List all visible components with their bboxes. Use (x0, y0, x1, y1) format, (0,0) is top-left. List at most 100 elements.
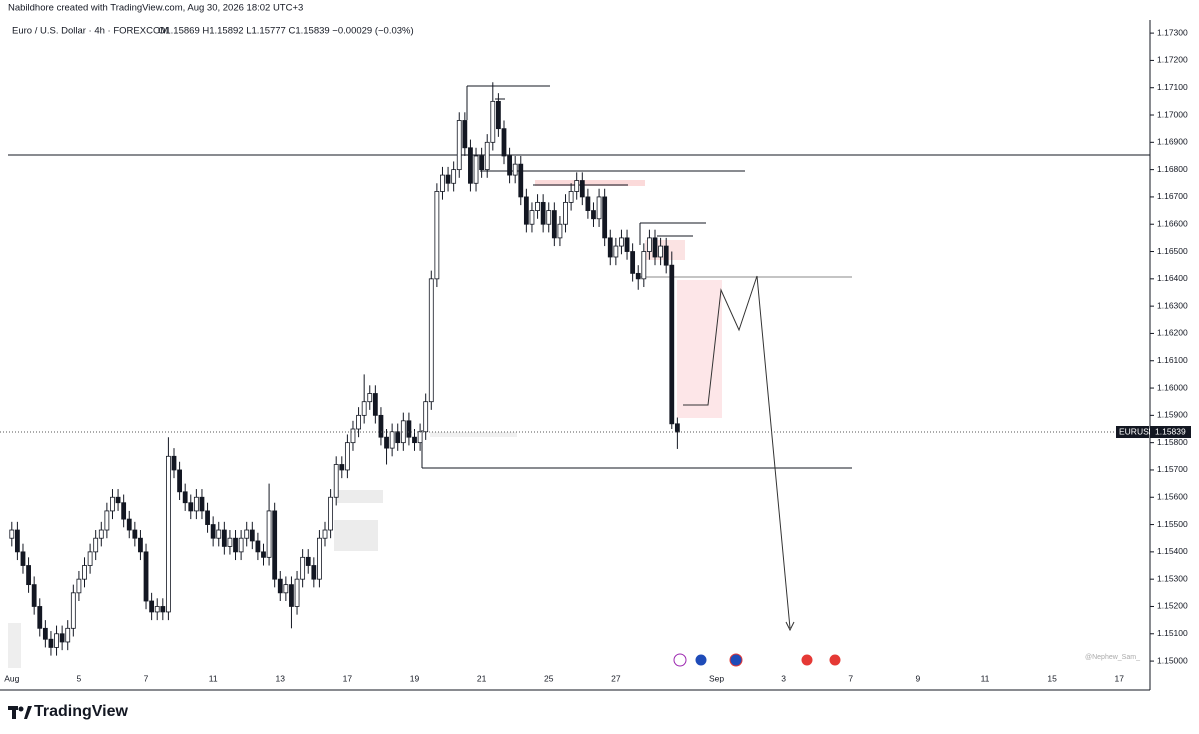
candle-body (546, 210, 552, 225)
candle-body (311, 565, 317, 580)
candle-body (518, 163, 524, 198)
candle-body (557, 223, 563, 239)
candle-body (171, 455, 177, 471)
candle-body (434, 191, 440, 280)
candle-body (26, 565, 31, 586)
candle-body (417, 431, 423, 444)
candle-body (384, 436, 389, 449)
candle-body (350, 428, 356, 444)
y-tick-label: 1.16400 (1157, 273, 1188, 283)
candle-body (48, 638, 54, 648)
candle-body (445, 174, 451, 184)
candle-body (339, 464, 345, 471)
candle-body (372, 393, 378, 416)
candle-body (579, 180, 585, 198)
candle-body (14, 529, 20, 553)
y-tick-label: 1.16600 (1157, 218, 1188, 228)
candle-body (490, 100, 496, 143)
candle-body (154, 606, 160, 613)
y-tick-label: 1.15900 (1157, 410, 1188, 420)
y-tick-label: 1.16000 (1157, 382, 1188, 392)
y-tick-label: 1.16200 (1157, 328, 1188, 338)
y-tick-label: 1.15000 (1157, 655, 1188, 665)
y-tick-label: 1.16100 (1157, 355, 1188, 365)
y-tick-label: 1.16300 (1157, 300, 1188, 310)
candle-body (87, 551, 93, 566)
candle-body (121, 502, 127, 520)
x-tick-label: 7 (144, 673, 149, 683)
candle-body (9, 529, 15, 539)
candle-body (82, 565, 87, 580)
x-tick-label: 11 (209, 673, 218, 683)
y-tick-label: 1.15600 (1157, 492, 1188, 502)
candle-body (551, 210, 557, 239)
ohlc-line: O1.15869 H1.15892 L1.15777 C1.15839 −0.0… (158, 26, 414, 37)
x-tick-label: 13 (276, 673, 286, 683)
candle-body (110, 496, 115, 512)
x-tick-label: 15 (1047, 673, 1057, 683)
y-tick-label: 1.15800 (1157, 437, 1188, 447)
symbol-tag (1116, 426, 1149, 439)
candle-body (361, 401, 367, 416)
candle-body (177, 469, 182, 493)
candle-body (227, 537, 233, 547)
x-tick-label: 21 (477, 673, 487, 683)
candle-body (501, 128, 507, 157)
candle-body (59, 633, 65, 643)
candle-body (356, 414, 361, 430)
brand-mark (8, 706, 32, 719)
candle-body (70, 592, 76, 629)
candle-body (674, 423, 680, 433)
candle-body (395, 431, 401, 444)
candle-body (37, 606, 43, 629)
credit: Nabildhore created with TradingView.com,… (8, 3, 303, 14)
candle-body (322, 529, 328, 539)
y-tick-label: 1.16500 (1157, 246, 1188, 256)
y-tick-label: 1.17300 (1157, 27, 1188, 37)
candle-body (473, 155, 479, 184)
candle-body (143, 551, 149, 602)
candle-body (523, 196, 529, 225)
candle-body (619, 237, 624, 247)
candle-body (378, 414, 384, 438)
candle-body (456, 120, 462, 171)
candle-body (607, 237, 613, 258)
candle-body (652, 237, 658, 258)
y-tick-label: 1.16900 (1157, 137, 1188, 147)
candle-body (54, 633, 59, 648)
x-tick-label: 25 (544, 673, 554, 683)
y-tick-label: 1.15400 (1157, 546, 1188, 556)
candle-body (238, 537, 244, 553)
y-tick-label: 1.15700 (1157, 464, 1188, 474)
candle-body (31, 584, 37, 607)
y-tick-label: 1.17200 (1157, 55, 1188, 65)
x-tick-label: Sep (709, 673, 724, 683)
candle-body (193, 496, 199, 512)
candle-body (669, 264, 675, 425)
price-tag (1150, 426, 1191, 439)
candle-body (216, 529, 222, 539)
candle-body (76, 578, 82, 594)
candle-body (328, 496, 334, 531)
candle-body (182, 491, 188, 504)
y-tick-label: 1.17000 (1157, 109, 1188, 119)
candle-body (568, 191, 574, 203)
candle-body (255, 540, 261, 553)
candle-body (624, 237, 630, 252)
x-tick-label: 19 (410, 673, 420, 683)
x-tick-label: 17 (1115, 673, 1125, 683)
candle-body (160, 606, 166, 613)
last-price-label: 1.15839 (1155, 426, 1186, 436)
x-tick-label: Aug (4, 673, 19, 683)
candle-body (132, 529, 138, 539)
candle-body (602, 196, 608, 239)
candle-body (400, 420, 406, 444)
candle-body (663, 245, 669, 266)
candle-body (484, 141, 490, 171)
candle-body (585, 196, 591, 211)
candle-body (479, 155, 485, 171)
candle-body (115, 496, 121, 504)
x-tick-label: 3 (781, 673, 786, 683)
